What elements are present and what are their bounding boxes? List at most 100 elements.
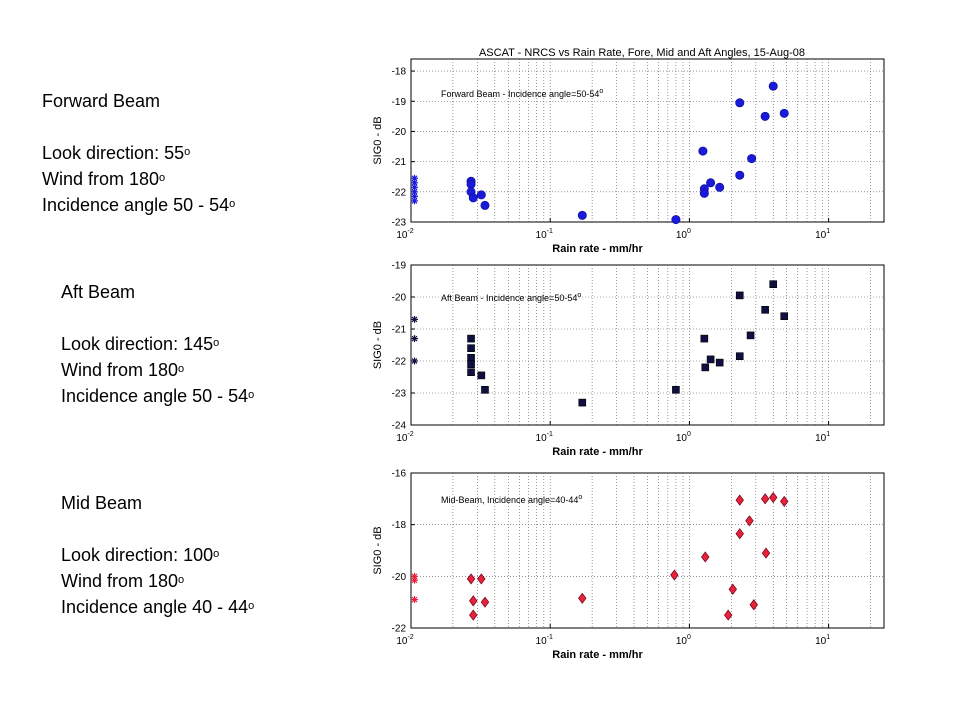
data-point bbox=[746, 331, 755, 340]
data-point bbox=[769, 491, 778, 504]
plot-frame bbox=[410, 264, 885, 426]
data-point bbox=[468, 193, 478, 203]
data-point bbox=[735, 528, 744, 540]
data-point bbox=[480, 200, 490, 210]
star-marker bbox=[411, 357, 419, 365]
data-point bbox=[780, 495, 789, 507]
mid-look-direction: Look direction: 100o bbox=[61, 542, 254, 568]
data-point bbox=[577, 210, 587, 220]
degree-sup: o bbox=[159, 172, 166, 184]
degree-sup: o bbox=[213, 337, 220, 349]
forward-incidence-label: Incidence angle 50 - 54 bbox=[42, 195, 230, 215]
data-point bbox=[698, 146, 708, 156]
x-tick-label: 10-1 bbox=[536, 634, 553, 647]
y-axis-label: SIG0 - dB bbox=[372, 116, 384, 164]
data-point bbox=[467, 353, 475, 362]
data-point bbox=[699, 188, 709, 198]
x-tick-label: 101 bbox=[815, 431, 830, 444]
data-point bbox=[481, 385, 489, 394]
figure-title: ASCAT - NRCS vs Rain Rate, Fore, Mid and… bbox=[479, 47, 805, 59]
mid-look-label: Look direction: 100 bbox=[61, 545, 214, 565]
data-point bbox=[476, 190, 486, 200]
data-point bbox=[672, 385, 680, 394]
plot-annotation: Mid-Beam, Incidence angle=40-44o bbox=[441, 494, 582, 505]
data-point bbox=[480, 596, 490, 608]
aft-beam-title: Aft Beam bbox=[61, 282, 136, 302]
y-tick-label: -18 bbox=[392, 67, 407, 78]
x-tick-label: 100 bbox=[676, 634, 691, 647]
aft-wind: Wind from 180o bbox=[61, 357, 254, 383]
data-point bbox=[467, 368, 475, 377]
data-point bbox=[466, 179, 476, 189]
aft-wind-label: Wind from 180 bbox=[61, 360, 179, 380]
degree-sup: o bbox=[178, 363, 185, 375]
data-point bbox=[745, 515, 754, 527]
star-marker bbox=[411, 335, 419, 343]
x-axis-label: Rain rate - mm/hr bbox=[552, 243, 643, 255]
y-tick-label: -22 bbox=[392, 187, 407, 198]
aft-beam-description: Aft Beam Look direction: 145o Wind from … bbox=[61, 279, 254, 409]
data-point bbox=[467, 334, 475, 343]
x-axis-label: Rain rate - mm/hr bbox=[552, 446, 643, 458]
forward-wind-label: Wind from 180 bbox=[42, 169, 160, 189]
y-tick-label: -23 bbox=[392, 218, 407, 229]
y-tick-label: -18 bbox=[392, 520, 407, 531]
data-point bbox=[735, 291, 744, 300]
data-point bbox=[761, 305, 769, 314]
y-axis-label: SIG0 - dB bbox=[372, 526, 384, 574]
x-tick-label: 10-1 bbox=[536, 431, 553, 444]
y-tick-label: -16 bbox=[392, 469, 407, 480]
y-tick-label: -22 bbox=[392, 357, 407, 368]
x-tick-label: 100 bbox=[676, 228, 691, 241]
data-point bbox=[768, 81, 778, 91]
data-point bbox=[760, 493, 770, 505]
y-tick-label: -22 bbox=[392, 624, 407, 635]
forward-beam-description: Forward Beam Look direction: 55o Wind fr… bbox=[42, 88, 235, 218]
data-point bbox=[701, 551, 710, 563]
data-point bbox=[700, 334, 709, 343]
data-point bbox=[469, 609, 478, 621]
x-tick-label: 10-2 bbox=[396, 634, 413, 647]
degree-sup: o bbox=[248, 600, 255, 612]
data-point bbox=[735, 98, 745, 108]
aft-incidence: Incidence angle 50 - 54o bbox=[61, 383, 254, 409]
data-point bbox=[749, 599, 758, 611]
data-point bbox=[780, 312, 789, 321]
x-tick-label: 101 bbox=[815, 228, 830, 241]
y-axis-label: SIG0 - dB bbox=[372, 321, 384, 369]
data-point bbox=[706, 178, 716, 188]
y-tick-label: -21 bbox=[392, 325, 407, 336]
data-point bbox=[769, 280, 778, 289]
mid-wind-label: Wind from 180 bbox=[61, 571, 179, 591]
data-point bbox=[670, 569, 679, 581]
data-point bbox=[706, 355, 715, 364]
plot-annotation: Aft Beam - Incidence angle=50-54o bbox=[441, 292, 581, 303]
data-point bbox=[761, 547, 771, 559]
data-point bbox=[467, 360, 475, 369]
x-tick-label: 101 bbox=[815, 634, 830, 647]
data-point bbox=[701, 363, 710, 372]
degree-sup: o bbox=[213, 548, 220, 560]
data-point bbox=[735, 170, 745, 180]
forward-beam-title: Forward Beam bbox=[42, 91, 161, 111]
x-tick-label: 100 bbox=[676, 431, 691, 444]
x-tick-label: 10-2 bbox=[396, 228, 413, 241]
data-point bbox=[467, 344, 475, 353]
x-tick-label: 10-1 bbox=[536, 228, 553, 241]
degree-sup: o bbox=[248, 389, 255, 401]
data-point bbox=[477, 371, 486, 380]
data-point bbox=[747, 154, 757, 164]
star-marker bbox=[411, 197, 419, 205]
mid-incidence-label: Incidence angle 40 - 44 bbox=[61, 597, 249, 617]
x-axis-label: Rain rate - mm/hr bbox=[552, 649, 643, 661]
degree-sup: o bbox=[178, 574, 185, 586]
forward-look-direction: Look direction: 55o bbox=[42, 140, 235, 166]
data-point bbox=[760, 111, 770, 121]
data-point bbox=[578, 592, 587, 604]
y-tick-label: -23 bbox=[392, 389, 407, 400]
data-point bbox=[477, 573, 486, 585]
data-point bbox=[735, 494, 744, 506]
